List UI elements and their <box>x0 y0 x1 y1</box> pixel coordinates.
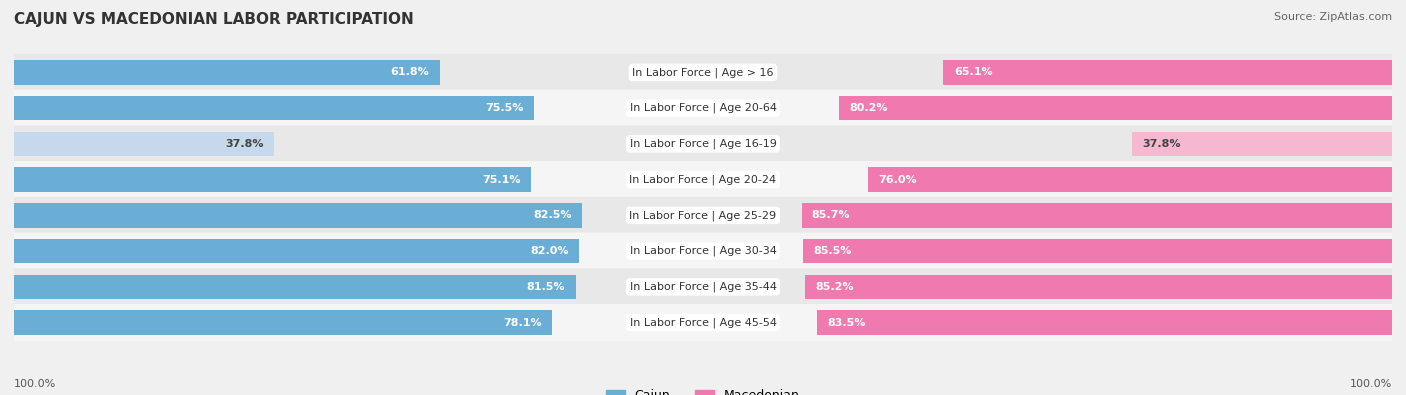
Legend: Cajun, Macedonian: Cajun, Macedonian <box>600 384 806 395</box>
Text: 82.0%: 82.0% <box>530 246 568 256</box>
Text: 80.2%: 80.2% <box>849 103 889 113</box>
Text: 85.7%: 85.7% <box>811 211 851 220</box>
Text: 37.8%: 37.8% <box>225 139 264 149</box>
Text: 81.5%: 81.5% <box>527 282 565 292</box>
Bar <box>869 167 1392 192</box>
Text: 83.5%: 83.5% <box>827 318 865 327</box>
Bar <box>803 239 1392 263</box>
Text: In Labor Force | Age 20-24: In Labor Force | Age 20-24 <box>630 174 776 185</box>
Bar <box>1132 132 1392 156</box>
Text: In Labor Force | Age 20-64: In Labor Force | Age 20-64 <box>630 103 776 113</box>
Bar <box>14 275 575 299</box>
FancyBboxPatch shape <box>14 54 1392 91</box>
Text: 61.8%: 61.8% <box>391 68 429 77</box>
FancyBboxPatch shape <box>14 161 1392 198</box>
FancyBboxPatch shape <box>14 90 1392 127</box>
Bar <box>14 96 534 120</box>
Bar <box>14 310 553 335</box>
Bar <box>14 167 531 192</box>
FancyBboxPatch shape <box>14 304 1392 341</box>
Text: 85.2%: 85.2% <box>815 282 853 292</box>
Bar <box>14 60 440 85</box>
Text: Source: ZipAtlas.com: Source: ZipAtlas.com <box>1274 12 1392 22</box>
Text: In Labor Force | Age > 16: In Labor Force | Age > 16 <box>633 67 773 78</box>
Bar <box>806 275 1392 299</box>
Text: In Labor Force | Age 16-19: In Labor Force | Age 16-19 <box>630 139 776 149</box>
Text: 78.1%: 78.1% <box>503 318 541 327</box>
FancyBboxPatch shape <box>14 233 1392 270</box>
Text: 75.1%: 75.1% <box>482 175 522 184</box>
Bar <box>839 96 1392 120</box>
Bar <box>801 203 1392 228</box>
Text: 76.0%: 76.0% <box>879 175 917 184</box>
Text: 85.5%: 85.5% <box>813 246 852 256</box>
Text: In Labor Force | Age 25-29: In Labor Force | Age 25-29 <box>630 210 776 221</box>
Bar <box>14 203 582 228</box>
Text: 75.5%: 75.5% <box>485 103 524 113</box>
Text: In Labor Force | Age 35-44: In Labor Force | Age 35-44 <box>630 282 776 292</box>
Bar <box>817 310 1392 335</box>
Text: 100.0%: 100.0% <box>14 379 56 389</box>
Bar <box>14 239 579 263</box>
Text: 82.5%: 82.5% <box>534 211 572 220</box>
Text: CAJUN VS MACEDONIAN LABOR PARTICIPATION: CAJUN VS MACEDONIAN LABOR PARTICIPATION <box>14 12 413 27</box>
Text: 37.8%: 37.8% <box>1142 139 1181 149</box>
FancyBboxPatch shape <box>14 197 1392 234</box>
Text: 100.0%: 100.0% <box>1350 379 1392 389</box>
Text: 65.1%: 65.1% <box>953 68 993 77</box>
FancyBboxPatch shape <box>14 125 1392 162</box>
Bar <box>943 60 1392 85</box>
Bar <box>14 132 274 156</box>
Text: In Labor Force | Age 30-34: In Labor Force | Age 30-34 <box>630 246 776 256</box>
FancyBboxPatch shape <box>14 268 1392 305</box>
Text: In Labor Force | Age 45-54: In Labor Force | Age 45-54 <box>630 317 776 328</box>
